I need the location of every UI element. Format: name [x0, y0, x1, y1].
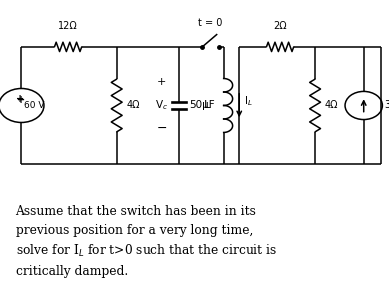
Text: 60 V: 60 V [24, 101, 44, 110]
Text: +: + [157, 77, 166, 87]
Text: 2Ω: 2Ω [273, 21, 287, 31]
Text: +: + [18, 95, 25, 105]
Text: 12Ω: 12Ω [58, 21, 78, 31]
Text: 4Ω: 4Ω [325, 100, 338, 110]
Text: Assume that the switch has been in its
previous position for a very long time,
s: Assume that the switch has been in its p… [16, 205, 277, 278]
Text: V$_c$: V$_c$ [154, 98, 168, 113]
Text: 4Ω: 4Ω [126, 100, 140, 110]
Text: I$_L$: I$_L$ [244, 94, 253, 108]
Text: 50μF: 50μF [189, 100, 215, 110]
Text: L: L [204, 100, 210, 110]
Text: +: + [16, 94, 25, 104]
Text: t = 0: t = 0 [198, 18, 223, 28]
Text: −: − [157, 122, 167, 135]
Text: 3 A: 3 A [385, 100, 389, 110]
